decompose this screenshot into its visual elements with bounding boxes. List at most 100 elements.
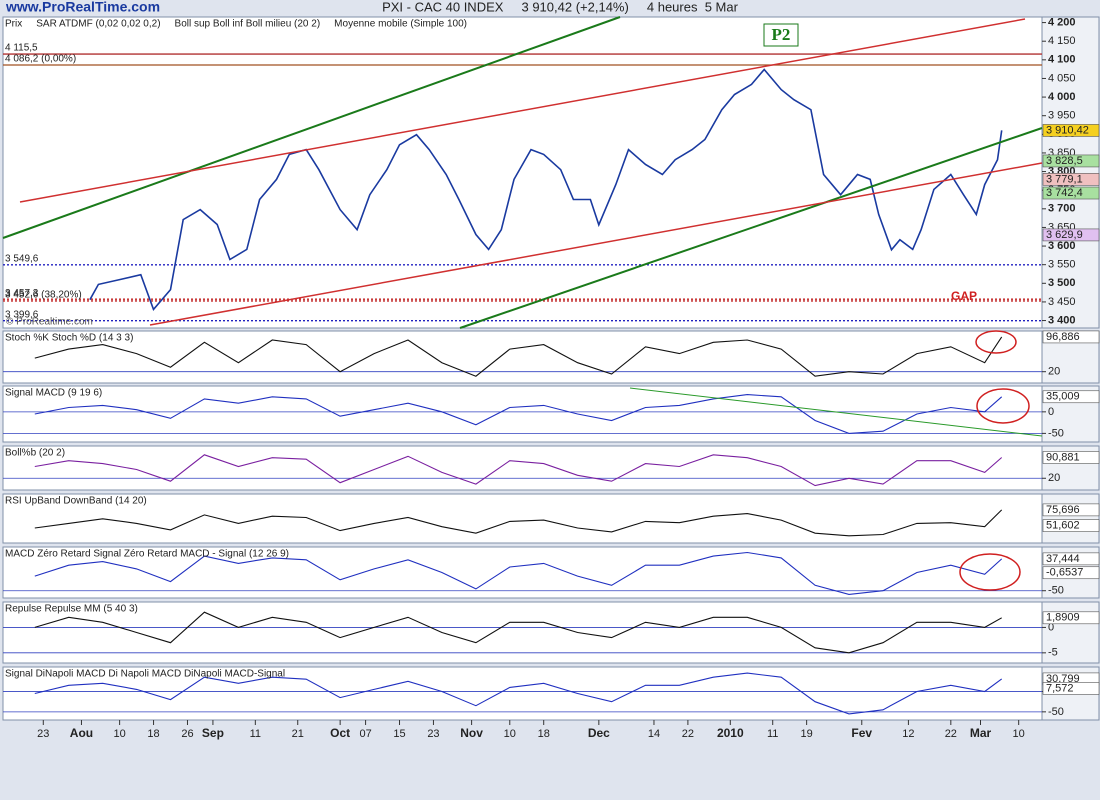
y-tick-label: -5 — [1048, 647, 1058, 659]
y-tick-label: 3 450 — [1048, 296, 1076, 308]
value-tag — [1042, 451, 1100, 464]
value-tag — [1042, 611, 1100, 625]
site-name: www.ProRealTime.com — [5, 0, 160, 15]
series-line — [89, 68, 1003, 311]
y-tick-label: -50 — [1048, 706, 1064, 718]
level-label: 4 086,2 (0,00%) — [5, 54, 76, 65]
legend-entry: MACD Zéro Retard Signal Zéro Retard MACD… — [5, 549, 289, 560]
level-label: 3 549,6 — [5, 253, 39, 264]
value-tag-label: 7,572 — [1046, 682, 1074, 694]
x-tick-label: 15 — [393, 728, 405, 740]
y-tick-label: -50 — [1048, 427, 1064, 439]
value-tag — [1042, 519, 1100, 532]
trend-line — [149, 162, 1043, 326]
y-tick-label: -50 — [1048, 585, 1064, 597]
y-tick-label: 3 400 — [1048, 314, 1076, 326]
legend-entry: Repulse Repulse MM (5 40 3) — [5, 604, 138, 615]
y-tick-label: 3 500 — [1048, 277, 1076, 289]
value-tag — [1042, 173, 1100, 186]
value-tag — [1042, 154, 1100, 168]
trend-line — [2, 16, 621, 239]
x-tick-label: Fev — [851, 726, 872, 740]
value-tag — [1042, 390, 1100, 404]
x-tick-label: Aou — [70, 726, 93, 740]
trend-line — [19, 18, 1026, 203]
legend-entry: SAR ATDMF (0,02 0,02 0,2) — [36, 19, 160, 30]
axis-area — [1041, 16, 1100, 329]
level-label: 3 457,3 — [5, 288, 39, 299]
panel — [2, 493, 1043, 544]
y-tick-label: 3 600 — [1048, 240, 1076, 252]
series-line — [34, 454, 1003, 487]
x-tick-label: Dec — [588, 726, 610, 740]
y-tick-label: 4 050 — [1048, 72, 1076, 84]
value-tag-label: 51,602 — [1046, 520, 1080, 532]
series-line — [34, 611, 1002, 654]
legend-entry: Prix — [5, 19, 22, 30]
panel — [2, 445, 1043, 491]
trend-line — [629, 387, 1043, 437]
value-tag — [1042, 552, 1100, 566]
legend-entry: Signal DiNapoli MACD Di Napoli MACD DiNa… — [5, 669, 285, 680]
y-tick-label: 3 700 — [1048, 203, 1076, 215]
panel — [2, 330, 1043, 384]
x-tick-label: Oct — [330, 726, 350, 740]
x-tick-label: 07 — [359, 728, 371, 740]
overlay: 3 910,42 3 828,5 3 779,1 3 742,4 3 629,9 96,8… — [6, 23, 1100, 695]
legend-entry: Moyenne mobile (Simple 100) — [334, 19, 467, 30]
x-tick-label: 10 — [504, 728, 516, 740]
annotation: P2 — [772, 25, 791, 44]
value-tag-label: 3 828,5 — [1046, 155, 1083, 167]
y-tick-label: 4 100 — [1048, 54, 1076, 66]
x-tick-label: Mar — [970, 726, 992, 740]
value-tag-label: 35,009 — [1046, 391, 1080, 403]
value-tag-label: 75,696 — [1046, 504, 1080, 516]
series-line — [34, 336, 1003, 377]
watermark: © ProRealtime.com — [6, 317, 93, 328]
panel — [2, 601, 1043, 664]
legend-entry: Signal MACD (9 19 6) — [5, 388, 102, 399]
value-tag-label: 37,444 — [1046, 553, 1080, 565]
value-tag — [1042, 186, 1100, 200]
trend-line — [459, 127, 1043, 329]
y-tick-label: 3 950 — [1048, 110, 1076, 122]
highlight — [959, 553, 1021, 591]
legend-entry: Stoch %K Stoch %D (14 3 3) — [5, 333, 133, 344]
series-line — [34, 394, 1003, 434]
level-label: 3 452,6 (38,20%) — [5, 290, 82, 301]
series-line — [34, 551, 1003, 595]
value-tag-label: 3 742,4 — [1046, 187, 1083, 199]
x-tick-label: Nov — [460, 726, 483, 740]
x-tick-label: 11 — [250, 728, 261, 740]
value-tag-label: 3 629,9 — [1046, 229, 1083, 241]
level-label: 4 115,5 — [5, 43, 38, 54]
series-line — [34, 509, 1003, 537]
y-tick-label: 0 — [1048, 406, 1054, 418]
value-tag — [1042, 228, 1100, 242]
value-tag-label: 96,886 — [1046, 331, 1080, 343]
x-tick-label: 18 — [147, 728, 159, 740]
x-tick-label: 10 — [113, 728, 125, 740]
x-tick-label: 21 — [292, 728, 304, 740]
value-tag-label: 1,8909 — [1046, 612, 1080, 624]
trend-lines — [2, 16, 1043, 591]
x-tick-label: 10 — [1013, 728, 1025, 740]
x-tick-label: Sep — [202, 726, 224, 740]
x-tick-label: 12 — [902, 728, 914, 740]
value-tag — [1042, 124, 1100, 137]
x-tick-label: 14 — [648, 728, 660, 740]
value-tag-label: 3 779,1 — [1046, 173, 1083, 185]
x-tick-label: 19 — [801, 728, 813, 740]
value-tag-label: 3 910,42 — [1046, 124, 1089, 136]
y-tick-label: 4 150 — [1048, 35, 1076, 47]
x-tick-label: 23 — [427, 728, 439, 740]
x-tick-label: 26 — [181, 728, 193, 740]
value-tag-label: -0,6537 — [1046, 567, 1083, 579]
y-tick-label: 4 200 — [1048, 16, 1076, 28]
value-tag-label: 90,881 — [1046, 451, 1080, 463]
highlight — [975, 330, 1017, 354]
y-tick-label: 0 — [1048, 621, 1054, 633]
